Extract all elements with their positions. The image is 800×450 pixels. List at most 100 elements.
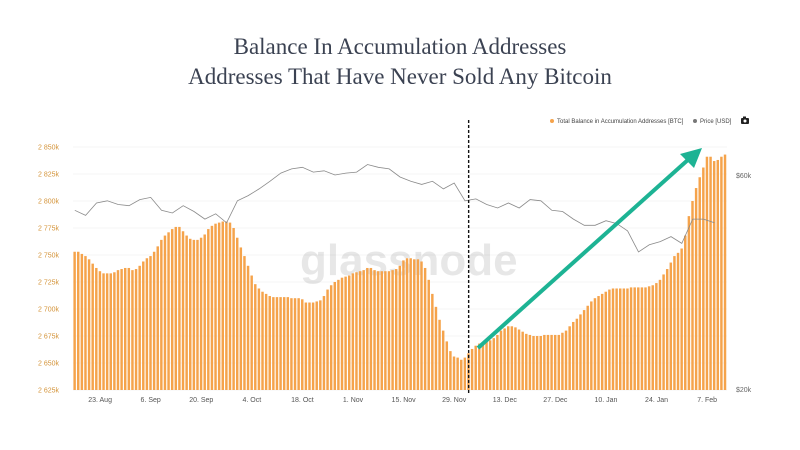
balance-bar	[203, 234, 206, 390]
balance-bar	[196, 239, 199, 390]
balance-bar	[145, 258, 149, 390]
balance-bar	[546, 334, 550, 390]
balance-bar	[170, 229, 174, 390]
balance-bar	[340, 277, 344, 390]
balance-bar	[376, 271, 380, 390]
balance-bar	[590, 301, 593, 390]
balance-bar	[586, 305, 589, 390]
balance-bar	[268, 296, 271, 390]
price-line	[74, 164, 715, 253]
balance-bar	[626, 288, 629, 390]
balance-bar	[279, 297, 282, 390]
balance-bar	[463, 357, 467, 390]
balance-bar	[553, 334, 557, 390]
x-tick-label: 15. Nov	[392, 397, 417, 404]
balance-bar	[723, 154, 727, 390]
balance-bar	[557, 334, 561, 390]
balance-bar	[629, 287, 633, 390]
balance-bar	[619, 288, 622, 390]
balance-bar	[488, 340, 492, 390]
balance-bar	[499, 330, 503, 390]
balance-bar	[351, 273, 355, 390]
balance-bar	[503, 328, 506, 390]
balance-bar	[510, 326, 514, 390]
balance-bar	[275, 297, 279, 390]
balance-bar	[73, 251, 76, 390]
camera-icon[interactable]	[741, 116, 749, 125]
legend-swatch-price	[693, 119, 697, 123]
balance-bar	[528, 334, 532, 390]
balance-bar	[91, 263, 94, 390]
balance-bar	[640, 287, 644, 390]
x-tick-label: 10. Jan	[594, 397, 617, 404]
balance-bar	[167, 232, 170, 390]
balance-bar	[416, 259, 420, 390]
balance-bar	[134, 269, 138, 390]
balance-bar	[344, 276, 347, 390]
balance-bar	[604, 291, 608, 390]
balance-bar	[272, 297, 275, 390]
balance-bar	[286, 297, 290, 390]
balance-bar	[550, 334, 553, 390]
balance-bar	[420, 261, 423, 390]
balance-bar	[261, 291, 264, 390]
balance-bar	[384, 271, 387, 390]
balance-bar	[123, 267, 127, 390]
x-tick-label: 4. Oct	[243, 397, 262, 404]
balance-bar	[239, 247, 243, 390]
balance-bar	[665, 269, 669, 390]
balance-bar	[615, 288, 618, 390]
balance-bar	[232, 228, 235, 390]
balance-bar	[409, 258, 412, 390]
x-tick-label: 27. Dec	[543, 397, 568, 404]
balance-bar	[207, 229, 210, 390]
balance-bar	[647, 286, 651, 390]
balance-bar	[246, 265, 250, 390]
balance-bar	[98, 271, 102, 390]
legend-price[interactable]: Price [USD]	[700, 119, 732, 125]
balance-bar	[394, 269, 398, 390]
balance-bar	[434, 306, 438, 390]
balance-bar	[163, 235, 167, 390]
balance-bar	[120, 269, 123, 390]
balance-bar	[593, 298, 597, 390]
legend-balance[interactable]: Total Balance in Accumulation Addresses …	[557, 119, 684, 125]
legend: Total Balance in Accumulation Addresses …	[550, 116, 749, 125]
balance-bar	[492, 338, 495, 390]
balance-bar	[572, 321, 575, 390]
x-tick-label: 20. Sep	[189, 397, 213, 404]
balance-bar	[413, 259, 416, 390]
balance-bar	[427, 279, 430, 390]
balance-bar	[297, 298, 300, 390]
balance-bar	[622, 288, 626, 390]
balance-bar	[514, 327, 517, 390]
balance-bar	[398, 265, 402, 390]
balance-bar	[380, 271, 383, 390]
balance-bar	[684, 235, 687, 390]
balance-bar	[506, 326, 510, 390]
y-tick-label: 2 800k	[38, 199, 60, 206]
balance-bar	[293, 298, 297, 390]
balance-bar	[597, 296, 600, 390]
balance-bar	[228, 222, 232, 390]
balance-bar	[373, 270, 376, 390]
balance-bar	[582, 310, 586, 390]
balance-bar	[687, 216, 691, 390]
balance-bar	[77, 251, 80, 390]
balance-bar	[301, 299, 304, 390]
balance-bar	[720, 156, 723, 390]
balance-bar	[174, 226, 178, 390]
balance-bar	[282, 297, 286, 390]
balance-bar	[691, 201, 694, 390]
balance-bar	[575, 318, 579, 390]
balance-bar	[669, 262, 673, 390]
balance-bar	[452, 356, 456, 390]
balance-bar	[192, 239, 196, 390]
balance-bar	[337, 279, 340, 390]
x-tick-label: 1. Nov	[343, 397, 364, 404]
balance-bar	[160, 239, 163, 390]
balance-bar	[87, 259, 91, 390]
balance-bar	[449, 351, 452, 390]
balance-bar	[402, 260, 405, 390]
